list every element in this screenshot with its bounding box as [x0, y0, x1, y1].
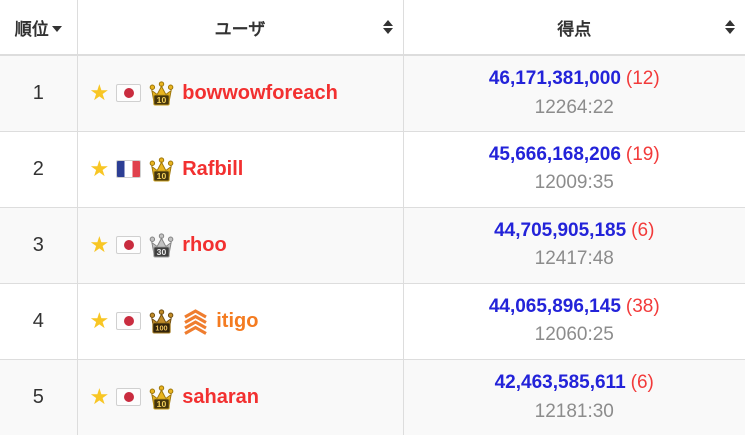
favorite-star-icon: ★: [89, 308, 110, 333]
table-row: 2 ★ 10 Rafbill: [0, 130, 745, 207]
column-header-score-label: 得点: [557, 19, 592, 39]
score-value: 46,171,381,000: [488, 67, 621, 89]
column-header-rank-label: 順位: [14, 19, 49, 39]
japan-flag-icon: [116, 84, 142, 103]
table-row: 3 ★ 30 rhoo: [0, 206, 745, 283]
crown-top10-icon: 10: [149, 81, 174, 106]
sort-icon: [725, 20, 735, 34]
elapsed-time: 12060:25: [534, 324, 614, 346]
japan-flag-icon: [116, 312, 142, 330]
rank-value: 1: [0, 54, 77, 131]
score-value: 45,666,168,206: [488, 143, 621, 165]
score-cell: 42,463,585,611 (6) 12181:30: [402, 358, 745, 435]
score-cell: 46,171,381,000 (12) 12264:22: [402, 54, 745, 131]
elapsed-time: 12181:30: [534, 400, 614, 422]
svg-text:10: 10: [157, 95, 167, 105]
favorite-star-icon: ★: [89, 80, 110, 106]
svg-text:30: 30: [157, 247, 167, 257]
japan-flag-icon: [116, 388, 142, 407]
favorite-star-icon: ★: [89, 156, 110, 181]
submission-count: (6): [630, 371, 654, 393]
column-header-rank[interactable]: 順位: [0, 0, 77, 56]
column-header-user-label: ユーザ: [214, 19, 266, 39]
crown-top30-icon: 30: [149, 232, 174, 258]
elapsed-time: 12009:35: [534, 172, 614, 194]
score-value: 44,065,896,145: [488, 295, 621, 317]
promotion-chevrons-icon: [184, 308, 208, 335]
table-row: 4 ★ 100: [0, 282, 745, 359]
table-row: 5 ★ 10 saharan: [0, 358, 745, 435]
user-cell: ★ 100: [78, 308, 403, 335]
svg-text:100: 100: [156, 323, 168, 332]
rank-value: 4: [0, 282, 77, 359]
username-link[interactable]: itigo: [216, 309, 259, 332]
username-link[interactable]: rhoo: [182, 233, 227, 256]
elapsed-time: 12417:48: [534, 248, 614, 270]
score-cell: 44,065,896,145 (38) 12060:25: [402, 282, 745, 359]
submission-count: (6): [631, 219, 655, 241]
rank-value: 3: [0, 206, 77, 283]
column-header-user[interactable]: ユーザ: [76, 0, 403, 56]
username-link[interactable]: saharan: [182, 385, 259, 408]
standings-header: 順位 ユーザ 得点: [0, 0, 745, 56]
username-link[interactable]: bowwowforeach: [182, 81, 338, 104]
favorite-star-icon: ★: [89, 232, 110, 257]
submission-count: (19): [625, 143, 660, 165]
user-cell: ★ 30 rhoo: [78, 232, 403, 258]
crown-top10-icon: 10: [149, 156, 174, 182]
score-value: 44,705,905,185: [494, 219, 627, 241]
crown-top100-icon: 100: [149, 308, 174, 334]
sort-icon: [382, 20, 393, 34]
japan-flag-icon: [116, 236, 142, 254]
user-cell: ★ 10 Rafbill: [78, 156, 403, 182]
sort-desc-icon: [51, 26, 62, 33]
score-cell: 44,705,905,185 (6) 12417:48: [402, 206, 745, 283]
submission-count: (12): [625, 67, 660, 89]
score-value: 42,463,585,611: [494, 371, 626, 393]
rank-value: 5: [0, 358, 77, 435]
username-link[interactable]: Rafbill: [182, 157, 244, 180]
crown-top10-icon: 10: [149, 385, 174, 410]
favorite-star-icon: ★: [89, 384, 110, 410]
france-flag-icon: [116, 160, 142, 178]
elapsed-time: 12264:22: [534, 96, 614, 118]
column-header-score[interactable]: 得点: [402, 0, 745, 56]
submission-count: (38): [625, 295, 660, 317]
svg-text:10: 10: [157, 171, 167, 181]
table-row: 1 ★ 10 bowwowforeach: [0, 54, 745, 131]
svg-text:10: 10: [157, 399, 167, 409]
rank-value: 2: [0, 130, 77, 207]
user-cell: ★ 10 saharan: [78, 385, 403, 410]
score-cell: 45,666,168,206 (19) 12009:35: [402, 130, 745, 207]
user-cell: ★ 10 bowwowforeach: [78, 81, 403, 106]
